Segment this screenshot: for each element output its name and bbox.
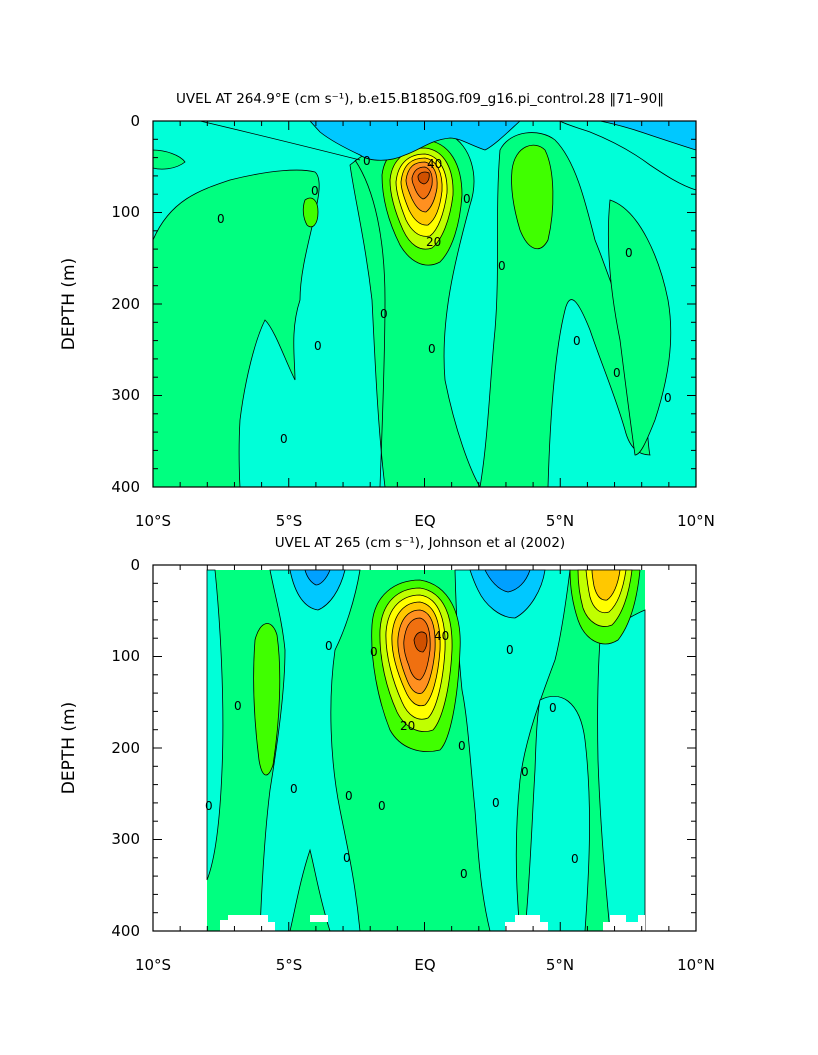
x-ticks: [152, 565, 697, 931]
y-axis-label: DEPTH (m): [59, 258, 79, 350]
y-tick-label: 100: [111, 647, 140, 665]
contour-label: 0: [428, 342, 436, 356]
x-tick-label: 10°N: [677, 956, 715, 974]
contour-label: 0: [571, 852, 579, 866]
contour-label: 0: [234, 699, 242, 713]
contour-label: 0: [549, 701, 557, 715]
very-negative-region-center: [469, 569, 546, 619]
positive-region-west-blob: [302, 197, 319, 228]
x-tick-label: EQ: [414, 512, 435, 530]
contour-label: 0: [343, 851, 351, 865]
y-tick-label: 200: [111, 295, 140, 313]
contour-label: 0: [498, 259, 506, 273]
y-tick-label: 200: [111, 739, 140, 757]
contour-label: 20: [400, 719, 415, 733]
y-tick-labels: 0 100 200 300 400: [111, 112, 140, 496]
contour-label: 0: [613, 366, 621, 380]
panel-title: UVEL AT 264.9°E (cm s⁻¹), b.e15.B1850G.f…: [176, 91, 664, 107]
contour-label: 0: [378, 799, 386, 813]
x-tick-label: EQ: [414, 956, 435, 974]
x-tick-label: 5°S: [276, 512, 303, 530]
positive-region-far-east: [607, 199, 672, 456]
y-tick-label: 400: [111, 478, 140, 496]
x-tick-label: 5°N: [546, 956, 574, 974]
positive-region-west-small: [153, 149, 186, 170]
contour-label: 0: [380, 307, 388, 321]
contour-label: 40: [434, 629, 449, 643]
contour-label: 0: [290, 782, 298, 796]
contour-fill: [206, 569, 646, 931]
contour-label: 40: [427, 157, 442, 171]
contour-label: 0: [625, 246, 633, 260]
y-tick-label: 300: [111, 830, 140, 848]
y-ticks: [153, 120, 696, 488]
contour-label: 0: [506, 643, 514, 657]
missing-data: [603, 915, 645, 931]
east-surface-level-4: [591, 569, 621, 601]
x-tick-label: 10°N: [677, 512, 715, 530]
east-level-1: [511, 144, 554, 250]
y-tick-labels: 0 100 200 300 400: [111, 556, 140, 940]
very-negative-region-east-inner: [599, 121, 696, 151]
contour-label: 0: [217, 212, 225, 226]
y-tick-label: 0: [130, 112, 140, 130]
contour-label: 0: [460, 867, 468, 881]
x-ticks: [152, 121, 697, 487]
panel-model: UVEL AT 264.9°E (cm s⁻¹), b.e15.B1850G.f…: [59, 91, 715, 530]
contour-label: 0: [664, 391, 672, 405]
x-tick-label: 10°S: [135, 956, 171, 974]
contour-label: 0: [345, 789, 353, 803]
contour-label: 0: [458, 739, 466, 753]
contour-label: 0: [205, 799, 213, 813]
contour-label: 0: [521, 765, 529, 779]
contour-labels: 0 0 0 0 0 0 0 0 0 0 0 0 0 20 40: [217, 154, 672, 446]
missing-data: [207, 915, 275, 931]
negative-region-1: [259, 569, 361, 931]
x-tick-label: 5°N: [546, 512, 574, 530]
contour-label: 0: [370, 645, 378, 659]
y-tick-label: 100: [111, 203, 140, 221]
x-tick-labels: 10°S 5°S EQ 5°N 10°N: [135, 512, 715, 530]
contour-label: 0: [573, 334, 581, 348]
y-tick-label: 0: [130, 556, 140, 574]
panel-title: UVEL AT 265 (cm s⁻¹), Johnson et al (200…: [275, 535, 565, 551]
contour-label: 20: [426, 235, 441, 249]
x-tick-labels: 10°S 5°S EQ 5°N 10°N: [135, 956, 715, 974]
panel-observed: UVEL AT 265 (cm s⁻¹), Johnson et al (200…: [59, 535, 715, 974]
euc-core: [413, 631, 428, 653]
very-negative-region-west-core: [304, 569, 331, 586]
x-tick-label: 10°S: [135, 512, 171, 530]
contour-label: 0: [325, 639, 333, 653]
contour-line: [354, 159, 386, 487]
west-subsurface-level-1: [253, 623, 281, 776]
x-tick-label: 5°S: [276, 956, 303, 974]
contour-label: 0: [314, 339, 322, 353]
contour-label: 0: [311, 184, 319, 198]
negative-region-east: [597, 609, 646, 931]
missing-data: [310, 915, 328, 922]
contour-line: [199, 121, 361, 161]
y-tick-label: 300: [111, 386, 140, 404]
contour-label: 0: [492, 796, 500, 810]
very-negative-region-center-core: [484, 569, 531, 593]
very-negative-region-west: [289, 569, 346, 611]
contour-fill: [153, 121, 696, 487]
euc-core: [417, 171, 430, 185]
contour-label: 0: [363, 154, 371, 168]
contour-label: 0: [463, 192, 471, 206]
very-negative-region: [309, 121, 521, 161]
y-tick-label: 400: [111, 922, 140, 940]
negative-region-west: [206, 569, 224, 881]
contour-label: 0: [280, 432, 288, 446]
positive-region-west: [153, 169, 320, 487]
missing-data: [505, 915, 548, 931]
contour-labels: 0 0 0 0 0 0 0 0 0 0 0 0 0 0 0 20 40: [205, 629, 579, 881]
y-axis-label: DEPTH (m): [59, 702, 79, 794]
y-ticks: [153, 564, 696, 932]
